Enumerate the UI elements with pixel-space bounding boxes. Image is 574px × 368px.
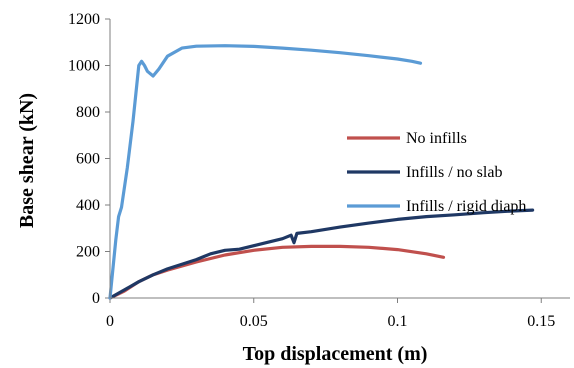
legend-label-1: No infills: [406, 130, 467, 147]
y-tick-label: 1000: [68, 58, 100, 75]
legend-label-3: Infills / rigid diaph: [406, 198, 526, 215]
legend-label-2: Infills / no slab: [406, 164, 502, 181]
x-axis-title: Top displacement (m): [243, 343, 428, 365]
y-tick-label: 0: [92, 290, 100, 307]
x-tick-label: 0.05: [240, 313, 268, 330]
series-line-2: [108, 208, 535, 300]
x-tick-label: 0: [106, 313, 114, 330]
y-tick-label: 1200: [68, 11, 100, 28]
x-axis-ticks: 0 0.05 0.1 0.15: [106, 298, 555, 330]
x-tick-label: 0.15: [527, 313, 555, 330]
x-tick-label: 0.1: [388, 313, 408, 330]
y-axis-title: Base shear (kN): [16, 93, 38, 228]
series-layer: [108, 44, 535, 300]
y-tick-label: 600: [76, 151, 100, 168]
y-tick-label: 200: [76, 244, 100, 261]
y-tick-label: 800: [76, 104, 100, 121]
series-line-3: [108, 44, 423, 300]
y-tick-label: 400: [76, 197, 100, 214]
y-axis-ticks: 0 200 400 600 800 1000 1200: [68, 11, 110, 307]
legend: No infills Infills / no slab Infills / rig…: [347, 130, 526, 215]
